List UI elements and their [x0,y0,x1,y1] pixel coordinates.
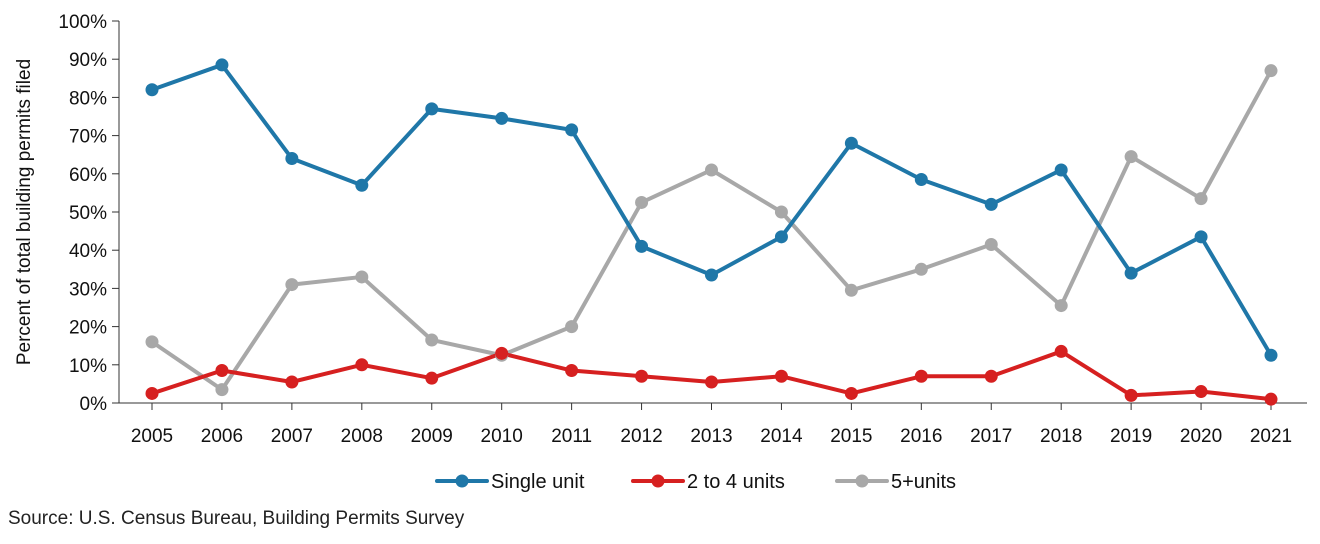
data-point [355,178,369,192]
data-point [495,346,509,360]
data-point [635,369,649,383]
data-point [635,195,649,209]
y-tick-label: 40% [69,241,107,262]
data-point [1194,385,1208,399]
legend-swatch-marker [651,474,665,488]
data-point [1194,230,1208,244]
data-point [1264,392,1278,406]
data-point [355,270,369,284]
data-point [1124,150,1138,164]
data-point [285,375,299,389]
y-tick-label: 80% [69,88,107,109]
x-tick-label: 2018 [1040,426,1082,447]
data-point [1264,64,1278,78]
y-tick-label: 30% [69,279,107,300]
data-point [1054,163,1068,177]
data-point [425,333,439,347]
x-tick-label: 2019 [1110,426,1152,447]
data-point [1054,344,1068,358]
y-axis-title: Percent of total building permits filed [14,59,35,365]
y-tick-label: 60% [69,165,107,186]
x-tick-label: 2012 [620,426,662,447]
data-point [215,383,229,397]
x-tick-label: 2016 [900,426,942,447]
data-point [914,173,928,187]
data-point [425,371,439,385]
data-point [984,197,998,211]
y-axis-ticks: 0% 10% 20% 30% 40% 50% 60% 70% 80% 90% 100% [58,12,119,415]
y-tick-label: 100% [58,12,107,33]
data-point [215,58,229,72]
series-line [150,62,1273,358]
data-point [565,123,579,137]
data-point [1124,266,1138,280]
data-point [705,163,718,177]
x-tick-label: 2008 [341,426,383,447]
x-tick-label: 2020 [1180,426,1222,447]
data-point [355,358,369,372]
y-tick-label: 20% [69,318,107,339]
x-tick-label: 2007 [271,426,313,447]
x-tick-label: 2009 [411,426,453,447]
data-point [1264,348,1278,362]
x-tick-label: 2011 [551,426,592,447]
x-tick-label: 2014 [760,426,803,447]
legend-label: 5+units [891,471,956,493]
data-point [1054,299,1068,313]
data-point [565,320,579,334]
series-line [150,349,1273,402]
series-points [145,58,1278,406]
data-point [705,375,718,389]
data-point [705,268,718,282]
data-point [914,369,928,383]
axes [118,21,1307,404]
y-tick-label: 0% [80,394,108,415]
legend-label: Single unit [491,471,585,493]
legend-swatch-marker [855,474,869,488]
x-tick-label: 2021 [1250,426,1292,447]
data-point [774,205,788,219]
x-tick-label: 2010 [481,426,523,447]
x-tick-label: 2005 [131,426,173,447]
y-tick-label: 10% [69,356,107,377]
series-lines [150,62,1273,402]
data-point [914,262,928,276]
data-point [635,239,649,253]
legend: Single unit 2 to 4 units 5+units [435,471,956,493]
y-tick-label: 70% [69,127,107,148]
data-point [774,230,788,244]
x-tick-label: 2006 [201,426,243,447]
data-point [285,152,299,166]
x-tick-label: 2017 [970,426,1012,447]
data-point [285,278,299,292]
data-point [145,386,159,400]
data-point [145,335,159,349]
x-tick-label: 2015 [830,426,872,447]
data-point [1194,192,1208,206]
data-point [565,364,579,378]
source-note: Source: U.S. Census Bureau, Building Per… [8,508,465,529]
legend-label: 2 to 4 units [687,471,785,493]
data-point [984,237,998,251]
data-point [425,102,439,116]
x-axis-ticks: 2005 2006 2007 2008 2009 2010 2011 2012 2013 2014… [131,403,1292,447]
data-point [844,283,858,297]
data-point [844,386,858,400]
legend-swatch-marker [455,474,469,488]
data-point [215,364,229,378]
data-point [145,83,159,97]
x-tick-label: 2013 [690,426,732,447]
data-point [1124,388,1138,402]
data-point [844,136,858,150]
y-axis-title-group: Percent of total building permits filed [14,59,35,365]
line-chart: Percent of total building permits filed … [14,12,1307,493]
data-point [984,369,998,383]
y-tick-label: 90% [69,50,107,71]
data-point [774,369,788,383]
data-point [495,111,509,125]
y-tick-label: 50% [69,203,107,224]
